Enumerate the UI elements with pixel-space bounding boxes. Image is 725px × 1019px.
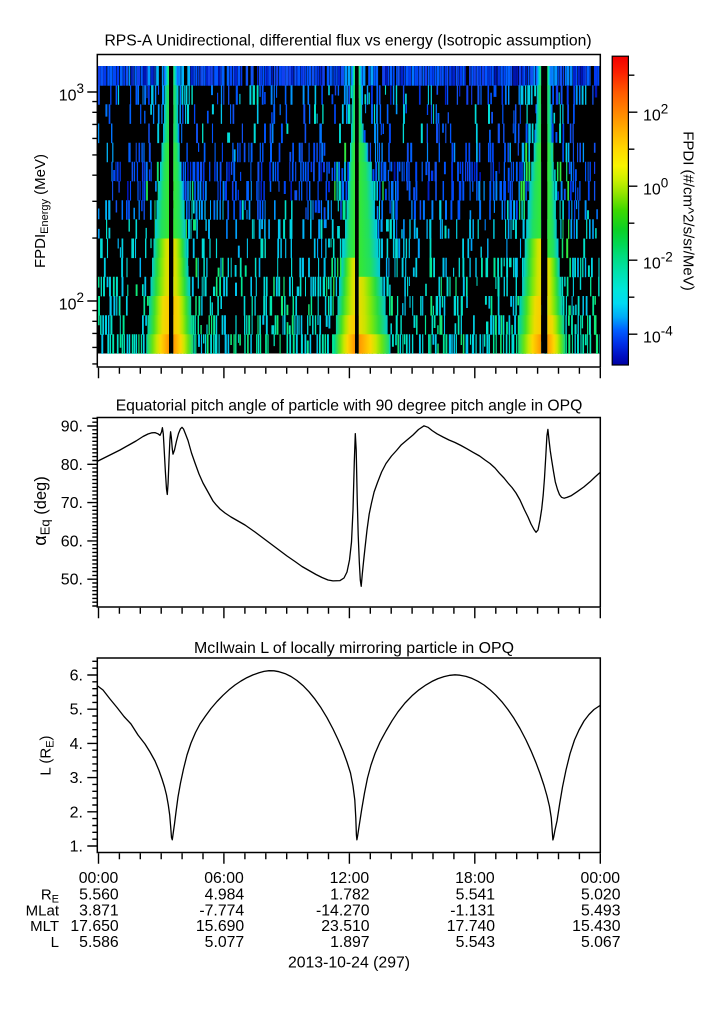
svg-text:50.: 50. xyxy=(61,572,83,589)
svg-text:15.430: 15.430 xyxy=(572,918,621,935)
svg-text:00:00: 00:00 xyxy=(79,870,119,887)
svg-text:5.541: 5.541 xyxy=(456,887,496,904)
svg-text:FPDIEnergy (MeV): FPDIEnergy (MeV) xyxy=(32,154,51,268)
svg-text:MLat: MLat xyxy=(26,902,60,919)
svg-text:5.493: 5.493 xyxy=(581,902,621,919)
svg-text:-7.774: -7.774 xyxy=(199,902,244,919)
svg-text:5.077: 5.077 xyxy=(205,934,245,951)
svg-text:2013-10-24 (297): 2013-10-24 (297) xyxy=(288,955,410,972)
svg-text:23.510: 23.510 xyxy=(321,918,370,935)
svg-text:18:00: 18:00 xyxy=(455,870,495,887)
svg-text:70.: 70. xyxy=(61,495,83,512)
svg-text:3.871: 3.871 xyxy=(79,902,119,919)
svg-text:3.: 3. xyxy=(70,770,83,787)
svg-text:60.: 60. xyxy=(61,533,83,550)
svg-text:FPDI (#/cm^2/s/sr/MeV): FPDI (#/cm^2/s/sr/MeV) xyxy=(680,131,697,291)
svg-text:90.: 90. xyxy=(61,419,83,436)
svg-text:5.543: 5.543 xyxy=(456,934,496,951)
svg-text:5.020: 5.020 xyxy=(581,887,621,904)
svg-text:RPS-A Unidirectional, differen: RPS-A Unidirectional, differential flux … xyxy=(104,33,591,50)
svg-text:5.: 5. xyxy=(70,702,83,719)
svg-text:5.586: 5.586 xyxy=(79,934,119,951)
svg-text:2.: 2. xyxy=(70,804,83,821)
svg-text:1.782: 1.782 xyxy=(330,887,370,904)
svg-text:1.897: 1.897 xyxy=(330,934,370,951)
svg-text:1.: 1. xyxy=(70,839,83,856)
svg-text:17.740: 17.740 xyxy=(447,918,496,935)
svg-text:5.560: 5.560 xyxy=(79,887,119,904)
svg-text:80.: 80. xyxy=(61,457,83,474)
svg-text:5.067: 5.067 xyxy=(581,934,621,951)
svg-text:L: L xyxy=(51,934,59,951)
svg-text:4.: 4. xyxy=(70,736,83,753)
svg-text:6.: 6. xyxy=(70,668,83,685)
svg-text:Equatorial pitch angle of part: Equatorial pitch angle of particle with … xyxy=(116,398,583,415)
svg-text:06:00: 06:00 xyxy=(204,870,244,887)
svg-text:00:00: 00:00 xyxy=(581,870,621,887)
svg-text:17.650: 17.650 xyxy=(70,918,119,935)
svg-text:MLT: MLT xyxy=(30,918,59,935)
svg-text:4.984: 4.984 xyxy=(205,887,245,904)
svg-text:αEq (deg): αEq (deg) xyxy=(30,476,53,545)
svg-text:McIlwain L of locally mirrorin: McIlwain L of locally mirroring particle… xyxy=(194,640,514,657)
svg-text:-14.270: -14.270 xyxy=(316,902,370,919)
svg-text:12:00: 12:00 xyxy=(330,870,370,887)
svg-text:-1.131: -1.131 xyxy=(450,902,495,919)
svg-text:15.690: 15.690 xyxy=(196,918,245,935)
